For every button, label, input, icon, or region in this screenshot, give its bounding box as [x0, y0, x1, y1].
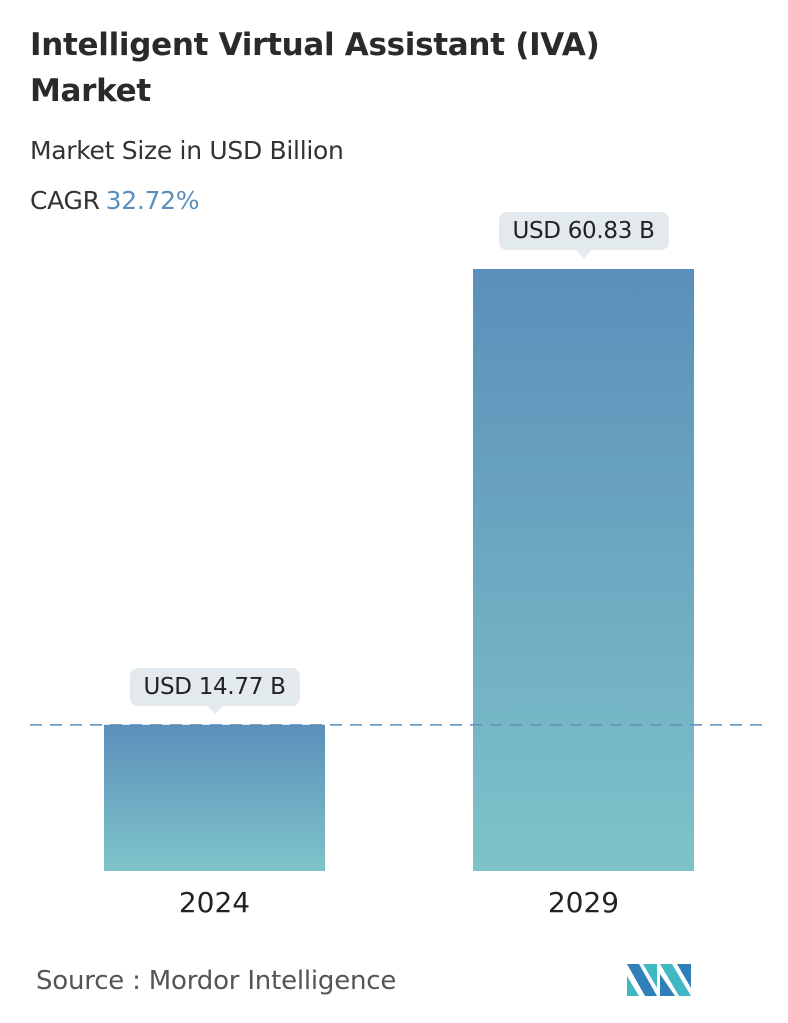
cagr-value: 32.72% [105, 186, 200, 215]
source-text: Source : Mordor Intelligence [36, 966, 397, 996]
chart-title: Intelligent Virtual Assistant (IVA) Mark… [30, 27, 600, 109]
bar-2024 [104, 724, 325, 871]
mordor-intelligence-logo [627, 962, 693, 1002]
x-tick-label: 2024 [178, 886, 251, 919]
bar-2029 [473, 269, 694, 871]
data-label-2024: USD 14.77 B [129, 667, 300, 714]
cagr-label: CAGR [30, 186, 100, 215]
cagr: CAGR 32.72% [30, 186, 200, 215]
x-tick-label: 2029 [547, 886, 620, 919]
chart-subtitle: Market Size in USD Billion [30, 136, 344, 165]
data-label-2029: USD 60.83 B [498, 212, 669, 258]
